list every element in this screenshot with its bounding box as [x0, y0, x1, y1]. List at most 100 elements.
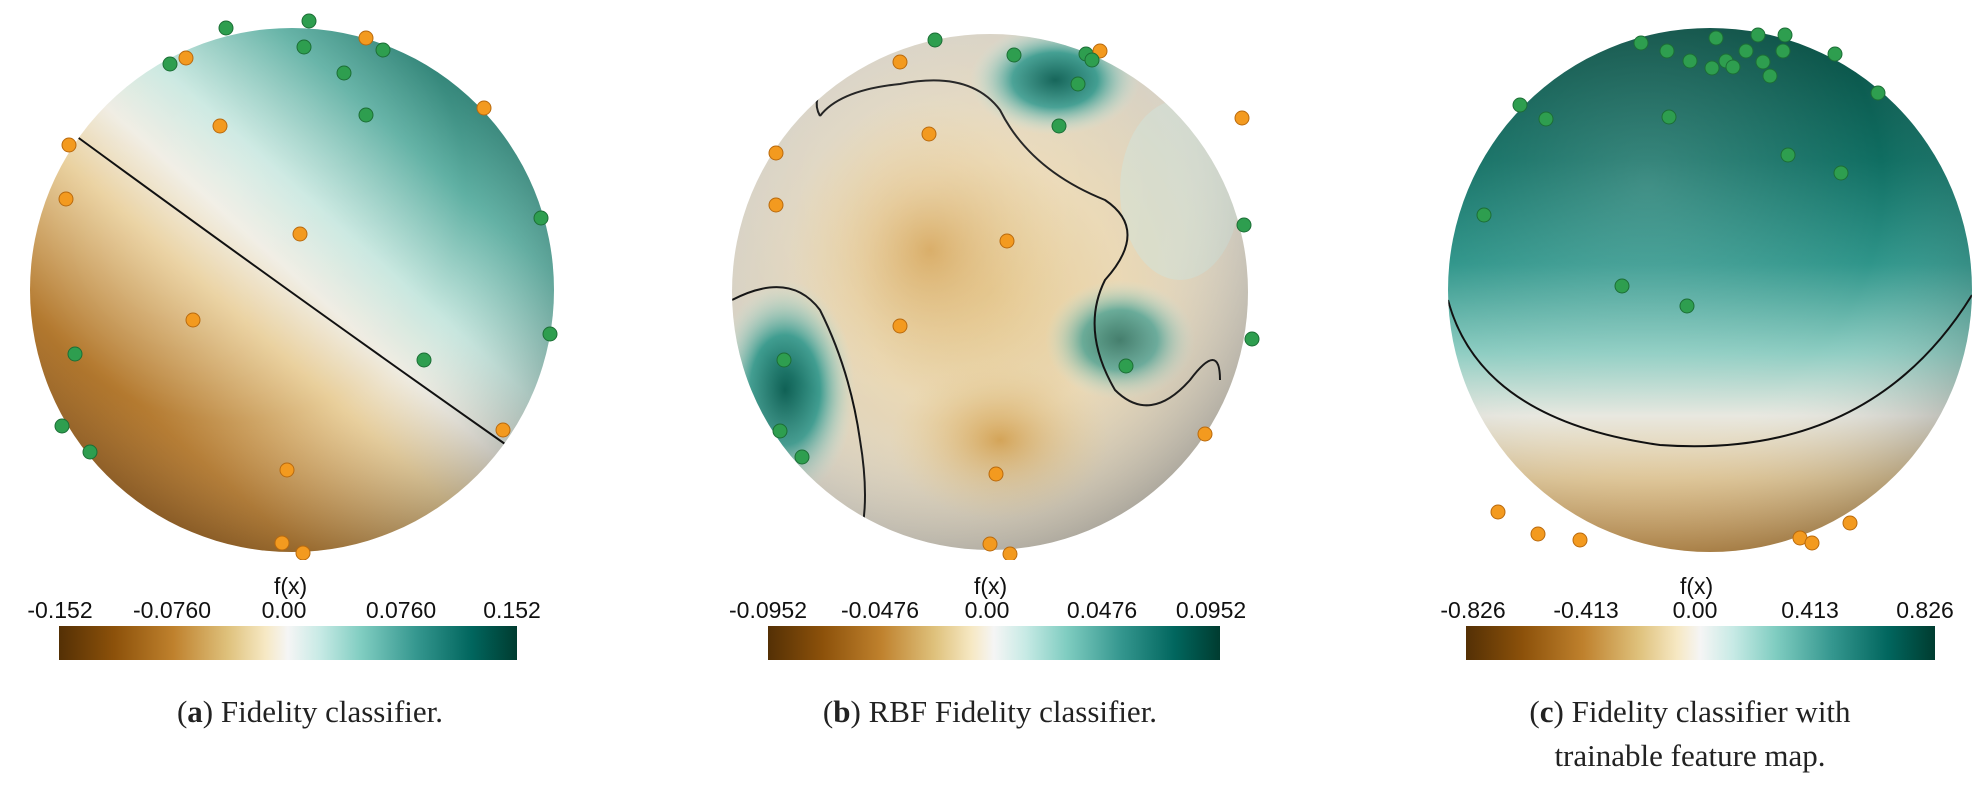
caption-b: (b) RBF Fidelity classifier.: [822, 694, 1158, 729]
data-point-green: [54, 418, 70, 434]
data-point-orange: [1572, 532, 1588, 548]
data-point-orange: [988, 466, 1004, 482]
data-point-green: [301, 13, 317, 29]
data-point-orange: [58, 191, 74, 207]
data-point-green: [1661, 109, 1677, 125]
data-point-orange: [982, 536, 998, 552]
tick-label: 0.0476: [1066, 597, 1138, 623]
data-point-green: [1476, 207, 1492, 223]
data-point-orange: [768, 145, 784, 161]
data-point-orange: [476, 100, 492, 116]
data-point-green: [1870, 85, 1886, 101]
data-point-orange: [185, 312, 201, 328]
tick-label: 0.0760: [365, 597, 437, 623]
data-point-orange: [892, 318, 908, 334]
data-point-green: [927, 32, 943, 48]
data-point-green: [1538, 111, 1554, 127]
data-point-green: [1750, 27, 1766, 43]
data-point-orange: [1197, 426, 1213, 442]
data-points: [1476, 27, 1886, 551]
data-point-orange: [1234, 110, 1250, 126]
data-point-green: [1738, 43, 1754, 59]
data-point-green: [358, 107, 374, 123]
data-point-green: [1244, 331, 1260, 347]
caption-c: (c) Fidelity classifier with trainable f…: [1529, 694, 1851, 773]
data-point-green: [794, 449, 810, 465]
caption-text: Fidelity classifier.: [220, 694, 444, 729]
panel-a: f(x) -0.152 -0.0760 0.00 0.0760 0.152 (a…: [0, 0, 650, 799]
data-point-green: [1833, 165, 1849, 181]
data-point-green: [375, 42, 391, 58]
caption-label: c: [1539, 694, 1554, 729]
data-points: [768, 32, 1260, 560]
tick-label: 0.00: [964, 597, 1010, 623]
data-point-green: [1118, 358, 1134, 374]
data-point-green: [1704, 60, 1720, 76]
data-point-orange: [495, 422, 511, 438]
data-point-orange: [1804, 535, 1820, 551]
data-point-green: [296, 39, 312, 55]
data-point-green: [162, 56, 178, 72]
data-point-orange: [1490, 504, 1506, 520]
data-point-orange: [358, 30, 374, 46]
data-point-green: [533, 210, 549, 226]
tick-label: -0.0952: [728, 597, 808, 623]
data-point-orange: [295, 545, 311, 560]
data-point-orange: [1530, 526, 1546, 542]
data-point-green: [1682, 53, 1698, 69]
caption-text: RBF Fidelity classifier.: [868, 694, 1158, 729]
data-point-orange: [892, 54, 908, 70]
data-point-orange: [1002, 546, 1018, 560]
sphere-a: [30, 13, 558, 560]
panel-c: f(x) -0.826 -0.413 0.00 0.413 0.826 (c) …: [1400, 0, 1979, 799]
data-point-green: [776, 352, 792, 368]
data-point-green: [336, 65, 352, 81]
data-point-orange: [279, 462, 295, 478]
tick-label: -0.413: [1553, 597, 1619, 623]
colorbar-title: f(x): [274, 573, 308, 599]
data-point-green: [1070, 76, 1086, 92]
data-point-green: [542, 326, 558, 342]
data-point-green: [1780, 147, 1796, 163]
tick-label: 0.826: [1896, 597, 1954, 623]
decision-boundary: [75, 135, 506, 445]
colorbar: [768, 626, 1220, 660]
tick-label: -0.0476: [840, 597, 920, 623]
data-point-green: [218, 20, 234, 36]
data-point-orange: [292, 226, 308, 242]
data-point-orange: [212, 118, 228, 134]
data-point-orange: [768, 197, 784, 213]
caption-label: b: [833, 694, 851, 729]
data-point-orange: [178, 50, 194, 66]
data-point-green: [1006, 47, 1022, 63]
data-point-green: [1679, 298, 1695, 314]
data-point-green: [1614, 278, 1630, 294]
data-point-orange: [921, 126, 937, 142]
caption-text-line1: Fidelity classifier with: [1571, 694, 1851, 729]
data-point-green: [416, 352, 432, 368]
colorbar-title: f(x): [1680, 573, 1714, 599]
tick-label: 0.413: [1781, 597, 1839, 623]
data-point-green: [1755, 54, 1771, 70]
tick-label: 0.152: [483, 597, 541, 623]
data-point-green: [1512, 97, 1528, 113]
data-point-green: [1659, 43, 1675, 59]
data-point-green: [1051, 118, 1067, 134]
data-point-green: [1708, 30, 1724, 46]
data-point-green: [1827, 46, 1843, 62]
colorbar-title: f(x): [974, 573, 1008, 599]
sphere-b: [732, 32, 1260, 560]
data-point-green: [67, 346, 83, 362]
data-point-orange: [61, 137, 77, 153]
data-point-orange: [274, 535, 290, 551]
tick-label: 0.00: [261, 597, 307, 623]
data-point-green: [772, 423, 788, 439]
data-point-green: [1777, 27, 1793, 43]
data-point-green: [1775, 43, 1791, 59]
data-point-green: [1236, 217, 1252, 233]
data-point-green: [1762, 68, 1778, 84]
data-point-orange: [999, 233, 1015, 249]
colorbar: [1466, 626, 1935, 660]
tick-label: 0.0952: [1175, 597, 1247, 623]
tick-label: -0.0760: [132, 597, 212, 623]
